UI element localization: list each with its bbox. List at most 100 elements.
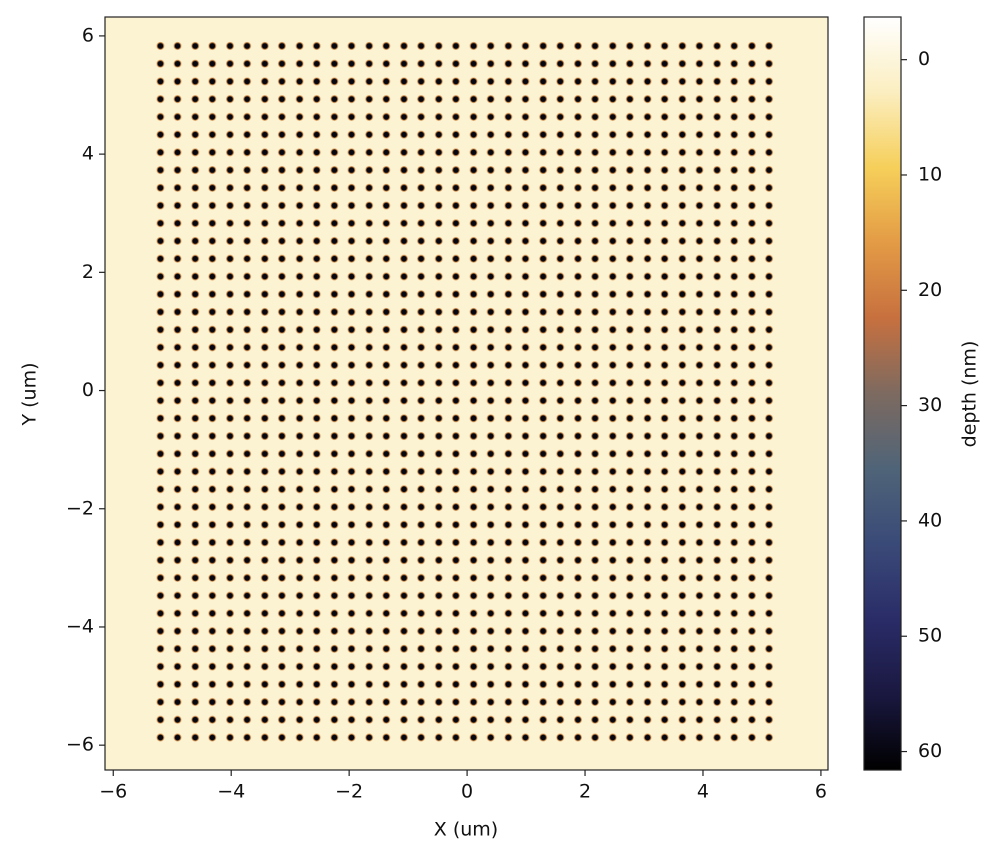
- hole: [730, 431, 739, 441]
- hole: [730, 591, 739, 600]
- hole: [312, 95, 321, 104]
- hole: [660, 733, 669, 742]
- hole: [573, 414, 583, 423]
- hole: [590, 183, 600, 192]
- y-axis-label: Y (um): [19, 362, 41, 426]
- hole: [312, 697, 321, 707]
- hole: [434, 609, 443, 618]
- hole: [365, 644, 374, 653]
- hole: [243, 325, 252, 334]
- hole: [347, 272, 356, 281]
- hole: [295, 627, 304, 636]
- hole: [730, 95, 739, 104]
- hole: [556, 183, 565, 192]
- hole: [330, 343, 339, 352]
- hole: [469, 715, 478, 724]
- hole: [191, 95, 200, 104]
- hole: [191, 609, 200, 618]
- hole: [312, 556, 321, 565]
- hole: [730, 573, 739, 583]
- hole: [730, 307, 739, 317]
- hole: [399, 627, 409, 636]
- hole: [486, 112, 495, 121]
- hole: [382, 236, 391, 246]
- hole: [469, 467, 478, 476]
- hole: [173, 112, 182, 121]
- hole: [469, 449, 478, 458]
- hole: [643, 77, 652, 86]
- hole: [747, 361, 757, 370]
- hole: [713, 680, 722, 689]
- hole: [678, 290, 687, 299]
- hole: [590, 662, 600, 671]
- hole: [590, 148, 600, 157]
- hole: [764, 627, 774, 636]
- hole: [747, 520, 757, 529]
- hole: [365, 343, 374, 352]
- hole: [504, 502, 513, 512]
- hole: [469, 343, 478, 352]
- hole: [678, 644, 687, 653]
- hole: [643, 236, 652, 246]
- hole: [469, 627, 478, 636]
- hole: [173, 378, 182, 387]
- hole: [608, 591, 617, 600]
- hole: [573, 662, 583, 671]
- hole: [625, 378, 634, 387]
- hole: [556, 662, 565, 671]
- hole: [590, 325, 600, 334]
- hole: [365, 609, 374, 618]
- hole: [312, 431, 321, 441]
- hole: [173, 644, 182, 653]
- hole: [156, 733, 165, 742]
- hole: [730, 485, 739, 494]
- hole: [539, 431, 548, 441]
- hole: [434, 644, 443, 653]
- hole: [469, 254, 478, 263]
- hole: [730, 183, 739, 192]
- x-tick-label: −4: [217, 781, 245, 803]
- hole: [416, 272, 426, 281]
- hole: [243, 431, 252, 441]
- hole: [434, 715, 443, 724]
- hole: [277, 697, 287, 707]
- hole: [764, 112, 774, 121]
- hole: [260, 219, 269, 228]
- hole: [260, 77, 269, 86]
- hole: [451, 361, 460, 370]
- hole: [730, 254, 739, 263]
- hole: [660, 165, 669, 175]
- hole: [608, 59, 617, 68]
- hole: [573, 573, 583, 583]
- hole: [486, 431, 495, 441]
- hole: [556, 59, 565, 68]
- hole: [208, 254, 217, 263]
- hole: [625, 165, 634, 175]
- hole: [695, 290, 704, 299]
- hole: [208, 591, 217, 600]
- hole: [660, 467, 669, 476]
- hole: [347, 254, 356, 263]
- hole: [486, 307, 495, 317]
- hole: [347, 449, 356, 458]
- hole: [764, 343, 774, 352]
- hole: [643, 591, 652, 600]
- hole: [382, 520, 391, 529]
- hole: [451, 343, 460, 352]
- hole: [713, 502, 722, 512]
- hole: [399, 343, 409, 352]
- hole: [382, 325, 391, 334]
- hole: [295, 538, 304, 547]
- hole: [208, 148, 217, 157]
- hole: [399, 502, 409, 512]
- hole: [434, 573, 443, 583]
- hole: [451, 41, 460, 51]
- x-tick-label: 2: [579, 781, 591, 803]
- hole: [747, 609, 757, 618]
- hole: [590, 307, 600, 317]
- hole: [643, 219, 652, 228]
- hole: [156, 59, 165, 68]
- hole: [243, 307, 252, 317]
- hole: [730, 697, 739, 707]
- hole: [573, 697, 583, 707]
